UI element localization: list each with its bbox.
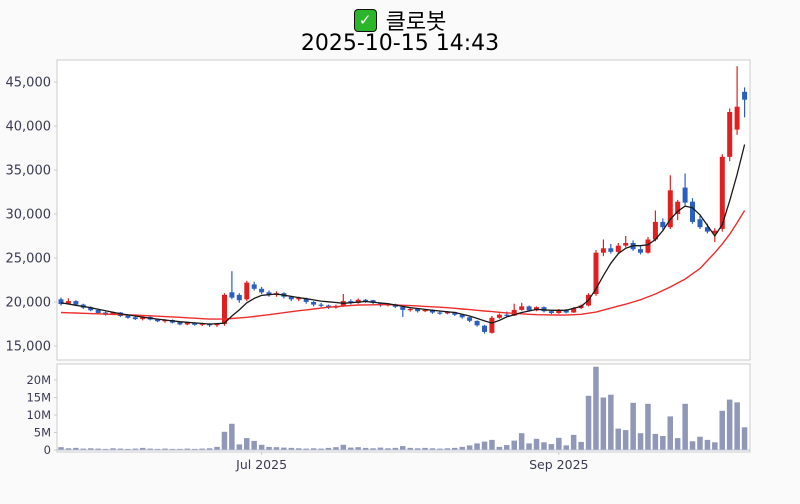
- chart-datetime: 2025-10-15 14:43: [300, 31, 500, 56]
- svg-text:10M: 10M: [26, 408, 51, 422]
- svg-text:40,000: 40,000: [6, 120, 52, 135]
- svg-text:5M: 5M: [34, 426, 51, 440]
- svg-text:45,000: 45,000: [6, 76, 52, 91]
- svg-text:35,000: 35,000: [6, 164, 52, 179]
- svg-text:15M: 15M: [26, 391, 51, 405]
- check-icon: ✓: [353, 8, 377, 32]
- svg-text:Sep 2025: Sep 2025: [529, 457, 588, 472]
- svg-text:25,000: 25,000: [6, 251, 52, 266]
- svg-text:30,000: 30,000: [6, 208, 52, 223]
- chart-title: 클로봇: [385, 10, 447, 35]
- svg-text:Jul 2025: Jul 2025: [235, 457, 287, 472]
- svg-text:15,000: 15,000: [6, 339, 52, 354]
- chart-title-row: ✓ 클로봇: [0, 4, 800, 36]
- svg-text:20M: 20M: [26, 373, 51, 387]
- svg-text:20,000: 20,000: [6, 295, 52, 310]
- svg-text:0: 0: [44, 443, 51, 457]
